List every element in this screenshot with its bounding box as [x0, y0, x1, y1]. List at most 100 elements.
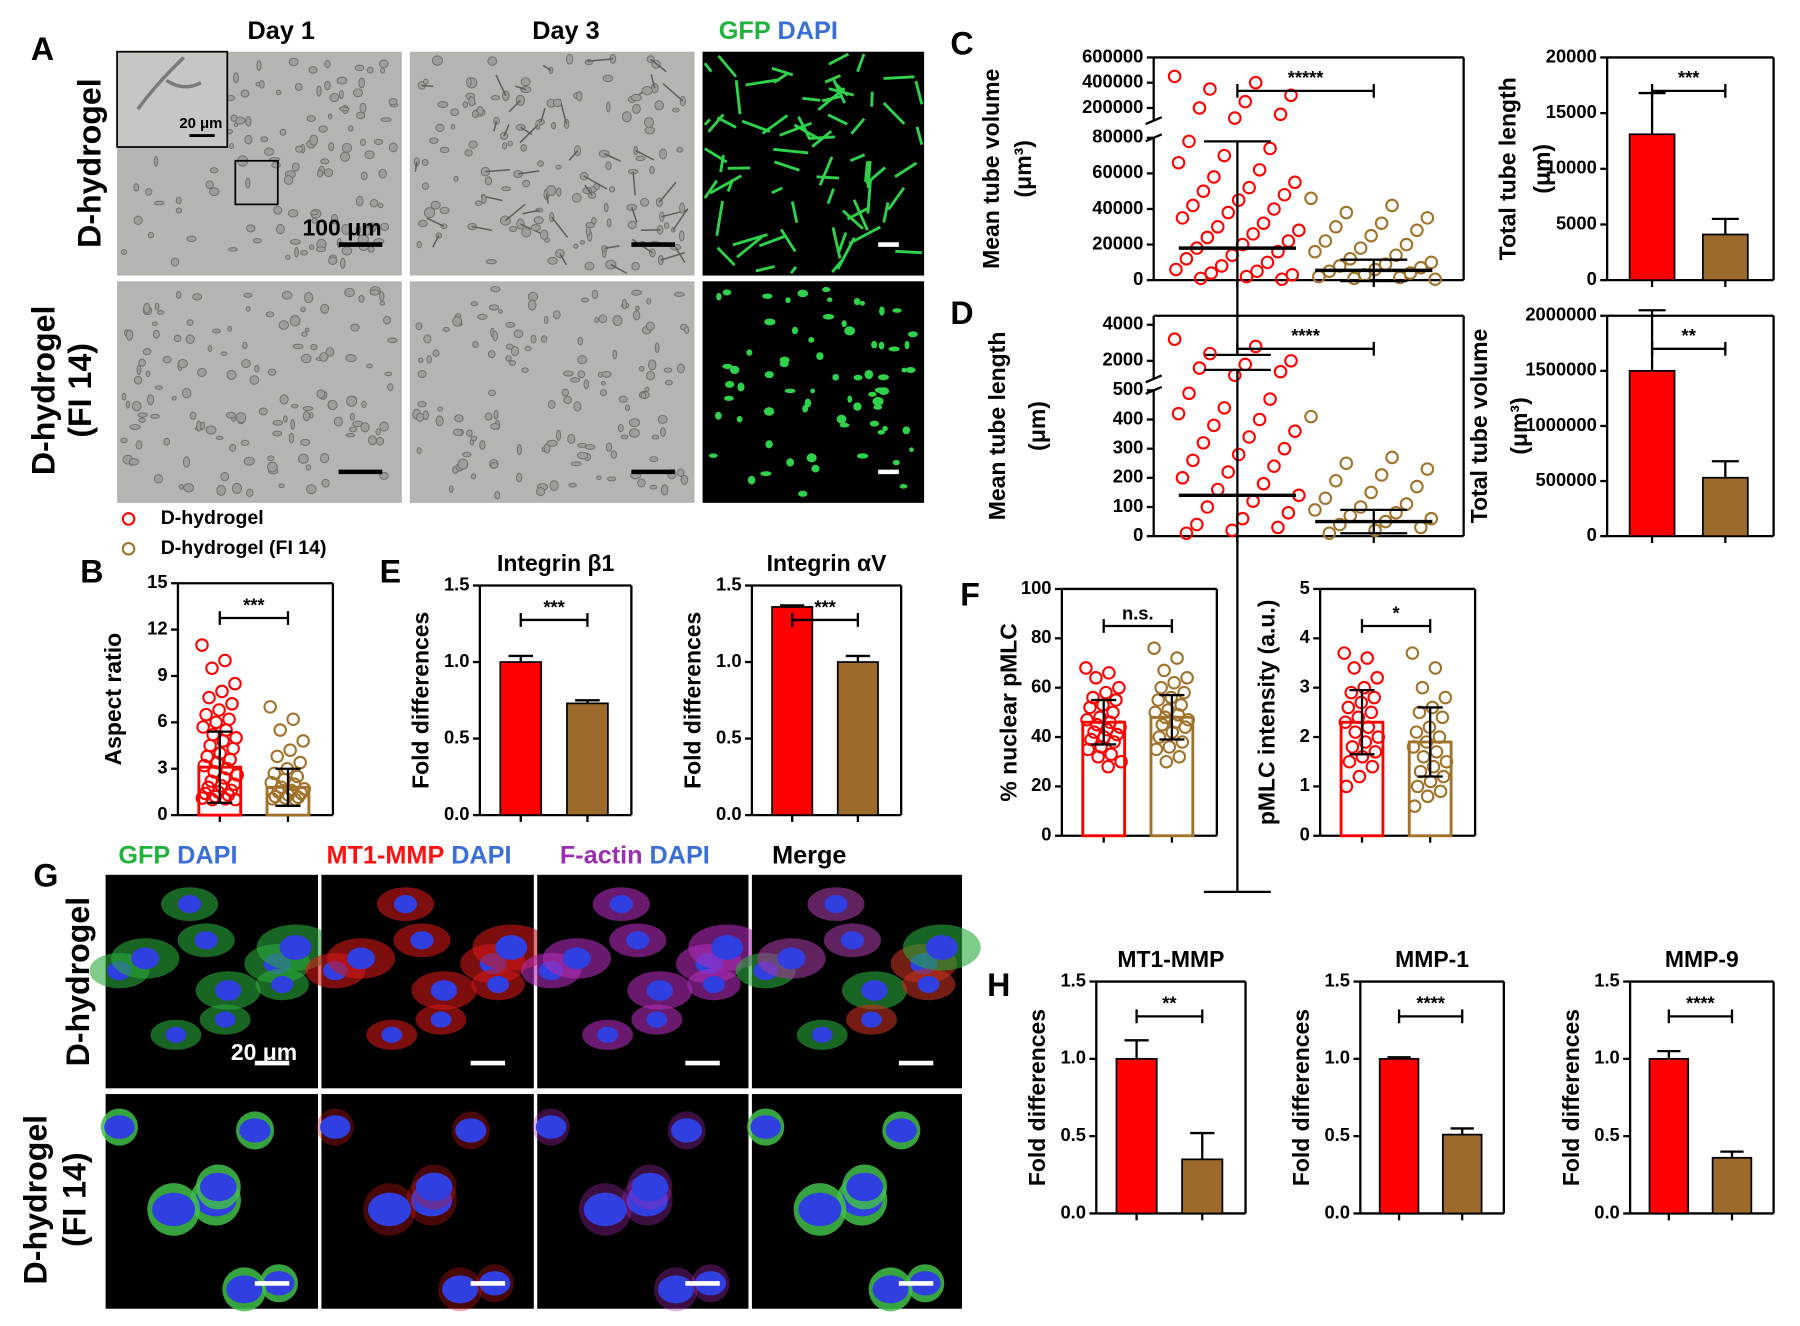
- data-point: [1175, 211, 1190, 225]
- cell-shape: [435, 123, 445, 133]
- cell-shape: [859, 300, 866, 306]
- cell-shape: [125, 329, 134, 341]
- cell-shape: [674, 246, 686, 264]
- y-axis-label: Fold differences: [680, 612, 706, 789]
- column-header: GFP DAPI: [118, 841, 237, 869]
- cell-shape: [267, 461, 278, 473]
- y-tick-label: 60000: [1092, 161, 1143, 182]
- cell-shape: [364, 150, 375, 160]
- data-point: [1081, 742, 1095, 757]
- nucleus: [535, 1115, 567, 1139]
- data-point: [1438, 690, 1453, 705]
- data-point: [1364, 228, 1378, 243]
- cell-shape: [612, 349, 618, 360]
- cell-shape: [839, 422, 850, 428]
- data-point: [1089, 671, 1103, 685]
- cell-shape: [319, 352, 329, 362]
- cell-shape: [388, 98, 398, 106]
- cell-shape: [417, 401, 427, 408]
- data-point: [267, 766, 282, 781]
- cell-shape: [603, 153, 621, 162]
- micrograph: [117, 281, 402, 503]
- data-point: [1389, 506, 1403, 520]
- cell-shape: [542, 64, 552, 72]
- data-point: [1288, 175, 1302, 190]
- cell-shape: [577, 355, 588, 365]
- cell-shape: [329, 93, 340, 103]
- data-point: [1435, 710, 1450, 725]
- nucleus: [657, 1275, 694, 1304]
- nucleus: [104, 1115, 135, 1139]
- cell-shape: [154, 385, 163, 390]
- cell-shape: [518, 170, 540, 175]
- cell-shape: [471, 109, 479, 119]
- data-point: [1169, 262, 1183, 277]
- y-tick-label: 2000000: [1525, 304, 1596, 325]
- significance-label: **: [1162, 993, 1177, 1014]
- data-point: [1207, 170, 1221, 184]
- scale-label: 20 μm: [179, 115, 222, 132]
- cell-shape: [709, 174, 743, 195]
- data-point: [1200, 230, 1215, 245]
- cell-shape: [726, 178, 735, 193]
- data-point: [1238, 94, 1253, 109]
- data-point: [1273, 364, 1288, 379]
- cell-shape: [432, 235, 440, 248]
- cell-shape: [779, 121, 813, 137]
- data-point: [1152, 730, 1167, 744]
- cell-shape: [275, 89, 282, 96]
- nucleus: [367, 1192, 412, 1227]
- significance-label: ***: [243, 594, 265, 615]
- data-point: [1365, 759, 1380, 774]
- nucleus: [495, 935, 528, 960]
- y-tick-label: 0.5: [1594, 1124, 1620, 1145]
- data-point: [1353, 241, 1368, 255]
- cell-shape: [294, 247, 299, 258]
- cell-shape: [563, 395, 572, 404]
- cell-shape: [379, 300, 386, 306]
- cell-shape: [610, 263, 628, 274]
- data-point: [1339, 779, 1354, 794]
- data-point: [1277, 187, 1292, 202]
- column-header: GFP DAPI: [719, 17, 838, 45]
- cell-shape: [802, 404, 809, 413]
- data-point: [1424, 511, 1439, 526]
- cell-shape: [660, 427, 666, 437]
- cell-shape: [457, 458, 469, 470]
- cell-shape: [182, 456, 191, 468]
- cell-shape: [231, 482, 242, 494]
- cell-shape: [894, 161, 918, 178]
- data-point: [296, 734, 310, 748]
- cell-shape: [426, 217, 445, 227]
- cell-shape: [345, 354, 357, 363]
- zoom-box: [234, 159, 279, 206]
- cell-shape: [599, 389, 607, 396]
- cell-shape: [832, 373, 839, 381]
- cell-shape: [298, 453, 309, 464]
- cell-shape: [245, 177, 251, 189]
- cell-shape: [255, 81, 261, 87]
- data-point: [1281, 234, 1296, 248]
- y-tick-label: 0: [1587, 268, 1597, 289]
- data-point: [1308, 503, 1322, 517]
- cell-shape: [834, 82, 849, 97]
- cell-shape: [628, 428, 640, 438]
- cell-shape: [367, 246, 375, 253]
- cell-shape: [716, 116, 737, 129]
- data-point: [1433, 784, 1448, 799]
- data-point: [212, 703, 226, 717]
- cell-shape: [547, 256, 558, 265]
- cell-shape: [879, 306, 885, 316]
- column-header: Day 3: [532, 17, 599, 45]
- cell-shape: [311, 217, 318, 224]
- header-part: DAPI: [649, 841, 709, 869]
- cell-shape: [631, 207, 638, 223]
- y-tick-label: 100: [1113, 495, 1144, 516]
- cell-shape: [320, 303, 330, 314]
- cell-shape: [497, 309, 503, 314]
- data-point: [1246, 227, 1260, 241]
- cell-shape: [573, 401, 582, 412]
- cell-shape: [228, 247, 238, 252]
- cell-shape: [260, 136, 269, 143]
- cell-shape: [779, 359, 789, 368]
